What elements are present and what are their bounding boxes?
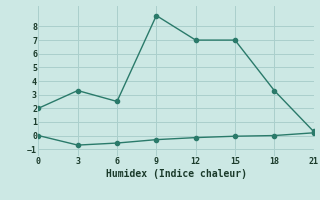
X-axis label: Humidex (Indice chaleur): Humidex (Indice chaleur) [106,169,246,179]
